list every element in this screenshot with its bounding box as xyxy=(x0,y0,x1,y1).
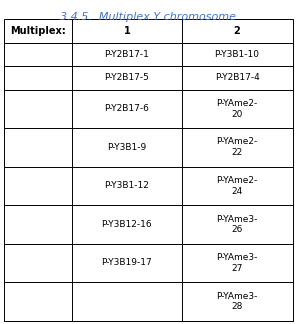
Text: P-Y2B17-5: P-Y2B17-5 xyxy=(105,73,149,82)
Text: P-Y3B1-12: P-Y3B1-12 xyxy=(105,181,149,191)
Text: 3.4.5.  Multiplex Y chromosome: 3.4.5. Multiplex Y chromosome xyxy=(61,12,236,22)
Text: P-YAme3-
27: P-YAme3- 27 xyxy=(217,253,258,273)
Text: P-Y3B1-10: P-Y3B1-10 xyxy=(215,50,260,59)
Text: P-YAme2-
22: P-YAme2- 22 xyxy=(217,137,258,157)
Text: 1: 1 xyxy=(124,26,130,36)
Text: P-YAme3-
26: P-YAme3- 26 xyxy=(217,214,258,234)
Text: P-Y3B12-16: P-Y3B12-16 xyxy=(102,220,152,229)
Text: Multiplex:: Multiplex: xyxy=(10,26,66,36)
Text: P-Y2B17-4: P-Y2B17-4 xyxy=(215,73,260,82)
Text: P-Y2B17-1: P-Y2B17-1 xyxy=(105,50,149,59)
Text: P-Y2B17-6: P-Y2B17-6 xyxy=(105,104,149,113)
Text: P-Y3B19-17: P-Y3B19-17 xyxy=(102,259,152,267)
Text: 2: 2 xyxy=(234,26,241,36)
Text: P-YAme2-
20: P-YAme2- 20 xyxy=(217,99,258,119)
Text: P-Y3B1-9: P-Y3B1-9 xyxy=(107,143,146,152)
Text: P-YAme2-
24: P-YAme2- 24 xyxy=(217,176,258,196)
Text: P-YAme3-
28: P-YAme3- 28 xyxy=(217,292,258,311)
